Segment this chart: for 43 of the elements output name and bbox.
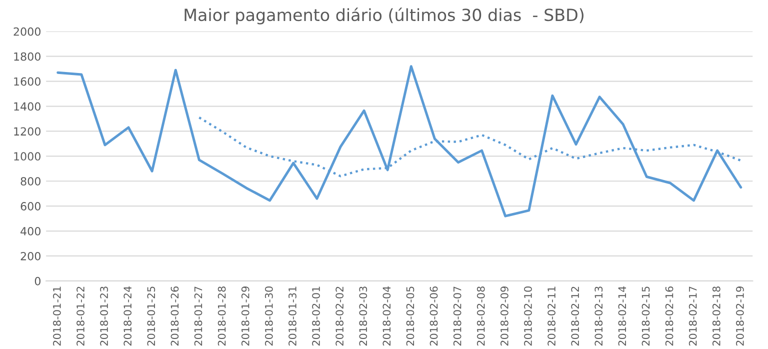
x-tick-label: 2018-01-29 [241, 286, 250, 346]
y-tick-label: 400 [20, 227, 40, 236]
x-tick-label: 2018-01-27 [194, 286, 202, 346]
y-tick-label: 2000 [14, 27, 40, 36]
x-tick-label: 2018-01-24 [124, 286, 132, 346]
x-tick-label: 2018-01-23 [100, 286, 108, 346]
x-tick-label: 2018-02-06 [430, 286, 438, 346]
y-tick-label: 1800 [14, 52, 40, 61]
y-tick-label: 200 [20, 252, 40, 260]
x-tick-label: 2018-02-07 [453, 286, 462, 346]
x-tick-label: 2018-02-12 [571, 286, 580, 346]
x-tick-label: 2018-02-13 [594, 286, 603, 346]
y-tick-label: 600 [20, 202, 40, 210]
x-tick-label: 2018-02-02 [336, 286, 344, 346]
y-tick-label: 1400 [14, 102, 40, 111]
x-tick-label: 2018-01-26 [170, 286, 179, 346]
x-tick-label: 2018-02-14 [618, 286, 626, 346]
x-tick-label: 2018-02-17 [688, 286, 697, 346]
x-tick-label: 2018-02-15 [642, 286, 650, 346]
x-tick-label: 2018-01-22 [76, 286, 84, 346]
chart-title: Maior pagamento diário (últimos 30 dias - SBD) [184, 8, 584, 24]
x-tick-label: 2018-01-21 [53, 286, 61, 346]
x-tick-label: 2018-02-11 [548, 286, 556, 346]
x-tick-label: 2018-02-05 [406, 286, 414, 346]
x-tick-label: 2018-01-31 [288, 286, 296, 346]
y-tick-label: 0 [34, 276, 40, 286]
line-series [56, 65, 742, 218]
y-tick-label: 1000 [14, 152, 40, 161]
x-tick-label: 2018-02-10 [524, 286, 532, 346]
x-tick-label: 2018-02-03 [359, 286, 368, 346]
x-tick-label: 2018-02-19 [736, 286, 744, 346]
x-tick-label: 2018-02-01 [312, 286, 320, 346]
y-tick-label: 800 [20, 177, 40, 186]
y-tick-label: 1600 [14, 77, 40, 86]
x-tick-label: 2018-01-28 [218, 286, 226, 346]
x-tick-label: 2018-02-09 [500, 286, 508, 346]
x-tick-label: 2018-02-16 [665, 286, 674, 346]
x-tick-label: 2018-02-04 [382, 286, 391, 346]
x-tick-label: 2018-02-18 [712, 286, 720, 346]
x-tick-label: 2018-01-30 [264, 286, 273, 346]
x-tick-label: 2018-01-25 [147, 286, 156, 346]
x-tick-label: 2018-02-08 [476, 286, 485, 346]
y-tick-label: 1200 [14, 127, 40, 136]
